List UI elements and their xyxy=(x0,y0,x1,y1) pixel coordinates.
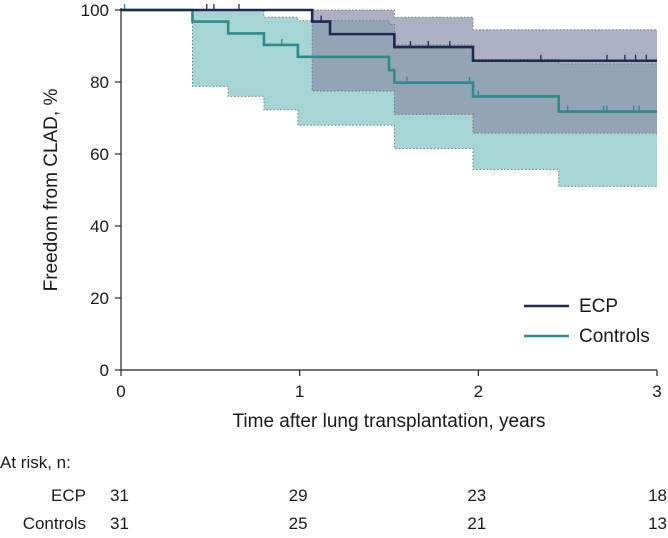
at-risk-count: 31 xyxy=(110,486,129,505)
legend-label-ecp: ECP xyxy=(579,296,618,317)
controls-survival-line xyxy=(121,8,657,113)
at-risk-count: 29 xyxy=(288,486,308,505)
y-tick-label: 80 xyxy=(90,73,109,92)
y-tick-label: 100 xyxy=(81,1,109,20)
at-risk-row-label: ECP xyxy=(51,486,86,505)
y-tick-label: 0 xyxy=(100,361,109,380)
y-tick-label: 20 xyxy=(90,289,109,308)
y-tick-label: 60 xyxy=(90,145,109,164)
ecp-ci-band xyxy=(121,10,657,134)
x-tick-label: 2 xyxy=(474,382,483,401)
at-risk-count: 23 xyxy=(467,486,487,505)
at-risk-count: 13 xyxy=(648,514,667,533)
at-risk-heading: At risk, n: xyxy=(0,453,71,472)
y-tick-label: 40 xyxy=(90,217,109,236)
y-axis-title: Freedom from CLAD, % xyxy=(41,89,62,292)
controls-ci-band xyxy=(121,10,657,187)
at-risk-count: 25 xyxy=(288,514,308,533)
x-tick-label: 3 xyxy=(652,382,661,401)
x-axis-title: Time after lung transplantation, years xyxy=(233,411,546,432)
x-tick-label: 0 xyxy=(116,382,125,401)
legend-label-controls: Controls xyxy=(579,326,650,347)
controls-ci-upper xyxy=(121,9,657,65)
at-risk-row-label: Controls xyxy=(22,514,86,533)
ecp-ci-upper xyxy=(121,9,657,31)
controls-ci-lower xyxy=(121,9,657,187)
ecp-ci-lower xyxy=(121,9,657,134)
x-tick-label: 1 xyxy=(295,382,304,401)
ecp-survival-line xyxy=(121,8,657,63)
at-risk-count: 18 xyxy=(648,486,667,505)
at-risk-count: 21 xyxy=(467,514,487,533)
at-risk-count: 31 xyxy=(110,514,129,533)
